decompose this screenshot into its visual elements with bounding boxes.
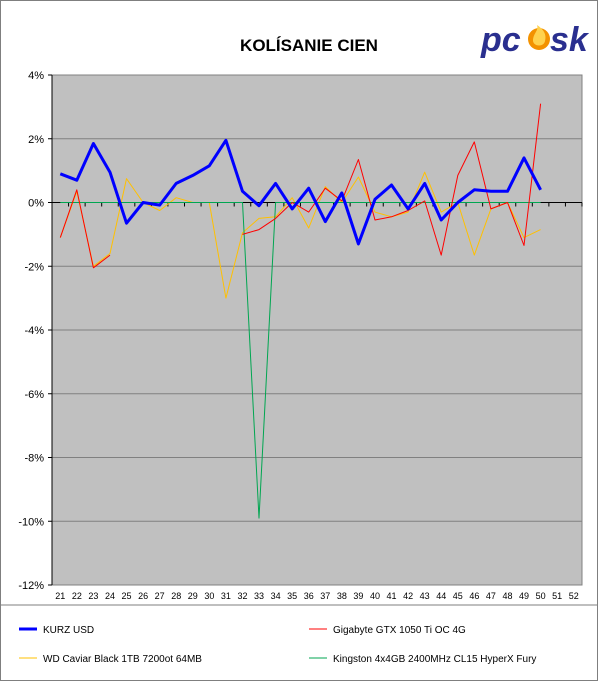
- x-tick-label: 25: [122, 591, 132, 601]
- x-tick-label: 36: [304, 591, 314, 601]
- x-tick-label: 33: [254, 591, 264, 601]
- x-tick-label: 21: [55, 591, 65, 601]
- y-tick-label: 4%: [28, 70, 44, 82]
- x-tick-label: 24: [105, 591, 115, 601]
- x-tick-label: 34: [271, 591, 281, 601]
- x-tick-label: 32: [237, 591, 247, 601]
- legend-label: WD Caviar Black 1TB 7200ot 64MB: [43, 654, 202, 665]
- legend-label: Kingston 4x4GB 2400MHz CL15 HyperX Fury: [333, 654, 536, 665]
- y-tick-label: -10%: [18, 516, 44, 528]
- x-tick-label: 29: [188, 591, 198, 601]
- x-tick-label: 39: [353, 591, 363, 601]
- x-tick-label: 46: [469, 591, 479, 601]
- series-line-kingston-4x4gb-2400mhz-cl15-hyperx-fury: [60, 202, 541, 519]
- y-tick-label: -8%: [24, 453, 44, 465]
- pcsk-logo: pc sk: [480, 21, 590, 59]
- x-tick-label: 26: [138, 591, 148, 601]
- x-tick-label: 50: [536, 591, 546, 601]
- series-line-kurz-usd: [59, 138, 542, 246]
- x-tick-label: 35: [287, 591, 297, 601]
- x-tick-label: 45: [453, 591, 463, 601]
- x-tick-label: 30: [204, 591, 214, 601]
- chart-title: KOLÍSANIE CIEN: [240, 36, 378, 55]
- x-tick-label: 47: [486, 591, 496, 601]
- x-tick-label: 38: [337, 591, 347, 601]
- x-tick-label: 22: [72, 591, 82, 601]
- x-tick-label: 44: [436, 591, 446, 601]
- x-tick-label: 37: [320, 591, 330, 601]
- x-tick-label: 49: [519, 591, 529, 601]
- flame-icon: [528, 25, 550, 50]
- y-tick-label: -6%: [24, 389, 44, 401]
- x-tick-label: 43: [420, 591, 430, 601]
- x-tick-label: 23: [88, 591, 98, 601]
- x-tick-label: 42: [403, 591, 413, 601]
- legend: KURZ USD Gigabyte GTX 1050 Ti OC 4G WD Cav…: [1, 604, 598, 665]
- legend-label: KURZ USD: [43, 625, 94, 636]
- x-tick-label: 51: [552, 591, 562, 601]
- y-tick-label: 0%: [28, 198, 44, 210]
- logo-sk-text: sk: [550, 21, 590, 59]
- x-tick-label: 41: [387, 591, 397, 601]
- y-tick-label: -4%: [24, 325, 44, 337]
- x-tick-label: 31: [221, 591, 231, 601]
- x-tick-label: 27: [155, 591, 165, 601]
- y-tick-label: 2%: [28, 134, 44, 146]
- logo-pc-text: pc: [480, 21, 521, 59]
- series-line-wd-caviar-black-1tb-7200ot-64mb: [59, 171, 541, 299]
- x-tick-label: 48: [502, 591, 512, 601]
- series-line-gigabyte-gtx-1050-ti-oc-4g: [59, 103, 542, 269]
- legend-label: Gigabyte GTX 1050 Ti OC 4G: [333, 625, 466, 636]
- y-tick-label: -12%: [18, 580, 44, 592]
- x-tick-label: 52: [569, 591, 579, 601]
- x-tick-label: 28: [171, 591, 181, 601]
- x-tick-label: 40: [370, 591, 380, 601]
- y-tick-label: -2%: [24, 261, 44, 273]
